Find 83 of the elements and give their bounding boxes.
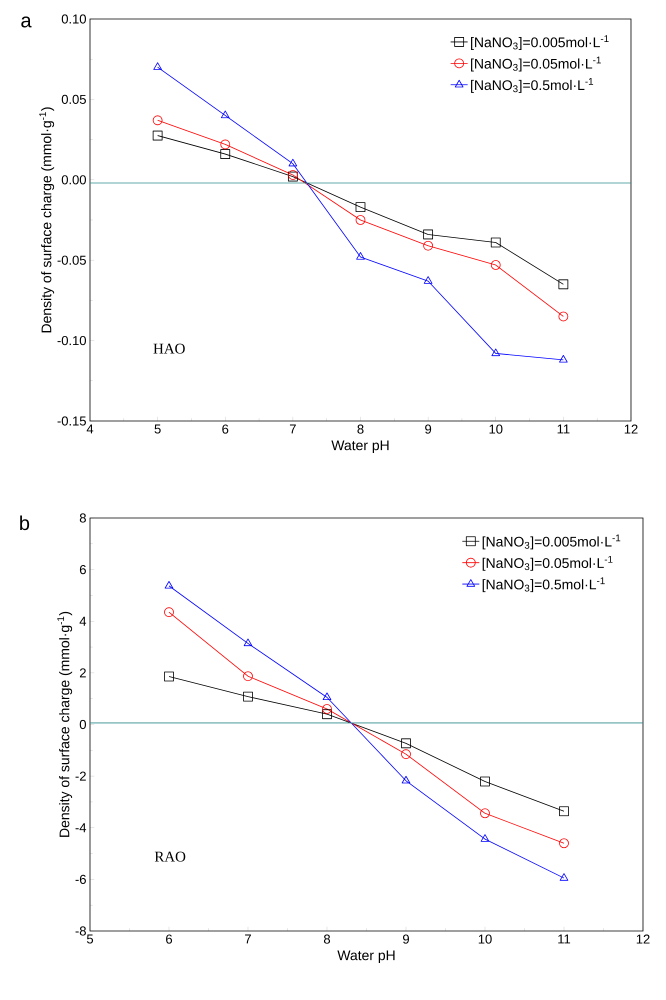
y-tick-label: -0.10 [58, 336, 86, 346]
point [164, 580, 174, 589]
point [152, 130, 163, 140]
point [220, 140, 230, 150]
point [356, 202, 366, 212]
legend-label: [NaNO$_{3}$]=0.5mol·L$^{-1}$ [482, 577, 605, 592]
point [288, 158, 298, 166]
y-axis-title: Density of surface charge (mmol·g$^{-1}$) [39, 107, 54, 332]
y-tick-label: -2 [76, 772, 86, 781]
x-tick-label: 9 [425, 424, 432, 434]
y-axis-title: Density of surface charge (mmol·g$^{-1}$) [57, 612, 72, 837]
x-tick-label: 12 [636, 934, 650, 944]
point [423, 230, 434, 240]
point [490, 238, 501, 248]
point [401, 738, 411, 748]
point [243, 692, 253, 702]
chart-title: a [21, 16, 32, 28]
x-tick-label: 5 [86, 934, 94, 944]
point [164, 607, 174, 618]
legend-label: [NaNO$_{3}$]=0.05mol·L$^{-1}$ [482, 556, 612, 571]
y-tick-label: 0.10 [62, 14, 86, 24]
x-tick-label: 6 [222, 424, 228, 434]
point [490, 260, 501, 270]
legend-label: [NaNO$_{3}$]=0.5mol·L$^{-1}$ [471, 78, 594, 93]
y-tick-label: -8 [76, 926, 86, 936]
x-tick-label: 11 [558, 424, 570, 434]
y-tick-label: 8 [80, 513, 86, 523]
point [220, 110, 230, 118]
x-axis-title: Water pH [331, 440, 389, 454]
x-tick-label: 9 [403, 934, 409, 944]
point [322, 704, 332, 714]
y-tick-label: -0.15 [58, 416, 86, 426]
y-tick-label: 0 [80, 720, 86, 730]
legend-label: [NaNO$_{3}$]=0.005mol·L$^{-1}$ [471, 35, 609, 50]
x-tick-label: 4 [86, 424, 94, 434]
y-tick-label: 4 [80, 616, 86, 626]
point [322, 709, 332, 720]
point [559, 838, 569, 848]
x-tick-label: 12 [624, 424, 638, 434]
point [480, 834, 490, 842]
point [401, 749, 411, 760]
point [322, 692, 332, 700]
legend-label: [NaNO$_{3}$]=0.005mol·L$^{-1}$ [482, 534, 620, 550]
point [244, 638, 252, 646]
x-tick-label: 8 [324, 934, 330, 944]
point [356, 215, 366, 225]
x-tick-label: 10 [478, 934, 492, 944]
point [558, 312, 568, 322]
point [491, 348, 500, 356]
point [559, 806, 569, 816]
y-tick-label: -6 [76, 874, 86, 884]
annotation: RAO [154, 852, 186, 862]
y-tick-label: -4 [76, 823, 86, 832]
y-tick-label: 6 [80, 565, 86, 574]
x-tick-label: 10 [490, 424, 502, 434]
point [559, 354, 568, 363]
x-tick-label: 8 [357, 424, 364, 434]
point [356, 252, 365, 260]
x-tick-label: 11 [558, 934, 570, 944]
point [424, 276, 432, 284]
point [560, 873, 568, 881]
x-tick-label: 7 [245, 934, 251, 944]
y-tick-label: 0.05 [62, 94, 86, 104]
point [480, 776, 490, 786]
point [558, 279, 568, 290]
legend-label: [NaNO$_{3}$]=0.05mol·L$^{-1}$ [471, 56, 601, 72]
point [480, 808, 490, 818]
x-axis-title: Water pH [337, 950, 395, 964]
x-tick-label: 7 [290, 424, 296, 434]
point [153, 62, 162, 70]
point [220, 149, 230, 159]
x-tick-label: 5 [154, 424, 161, 434]
point [243, 671, 253, 682]
y-tick-label: -0.05 [58, 256, 86, 265]
chart-title: b [20, 516, 30, 530]
x-tick-label: 6 [166, 934, 172, 944]
y-tick-label: 2 [80, 668, 86, 678]
annotation: HAO [153, 344, 185, 354]
point [402, 776, 410, 784]
y-tick-label: 0.00 [62, 175, 86, 184]
point [164, 672, 174, 682]
point [423, 240, 434, 251]
point [152, 115, 163, 126]
